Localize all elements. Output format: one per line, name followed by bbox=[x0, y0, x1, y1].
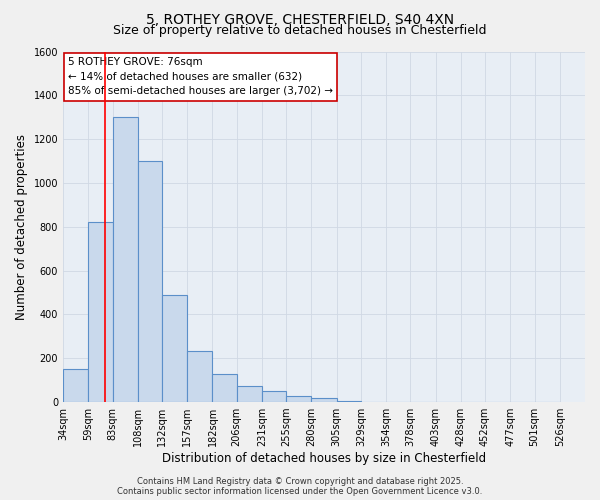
Y-axis label: Number of detached properties: Number of detached properties bbox=[15, 134, 28, 320]
X-axis label: Distribution of detached houses by size in Chesterfield: Distribution of detached houses by size … bbox=[162, 452, 486, 465]
Bar bbox=[162, 294, 187, 402]
Bar bbox=[113, 117, 138, 402]
Text: 5 ROTHEY GROVE: 76sqm
← 14% of detached houses are smaller (632)
85% of semi-det: 5 ROTHEY GROVE: 76sqm ← 14% of detached … bbox=[68, 57, 333, 96]
Bar bbox=[88, 222, 113, 402]
Bar bbox=[286, 396, 311, 402]
Text: Contains HM Land Registry data © Crown copyright and database right 2025.
Contai: Contains HM Land Registry data © Crown c… bbox=[118, 476, 482, 496]
Bar bbox=[262, 391, 286, 402]
Bar bbox=[138, 161, 162, 402]
Bar bbox=[311, 398, 337, 402]
Bar bbox=[212, 374, 236, 402]
Bar bbox=[187, 350, 212, 402]
Bar bbox=[63, 369, 88, 402]
Text: 5, ROTHEY GROVE, CHESTERFIELD, S40 4XN: 5, ROTHEY GROVE, CHESTERFIELD, S40 4XN bbox=[146, 12, 454, 26]
Bar bbox=[337, 401, 361, 402]
Text: Size of property relative to detached houses in Chesterfield: Size of property relative to detached ho… bbox=[113, 24, 487, 37]
Bar bbox=[236, 386, 262, 402]
